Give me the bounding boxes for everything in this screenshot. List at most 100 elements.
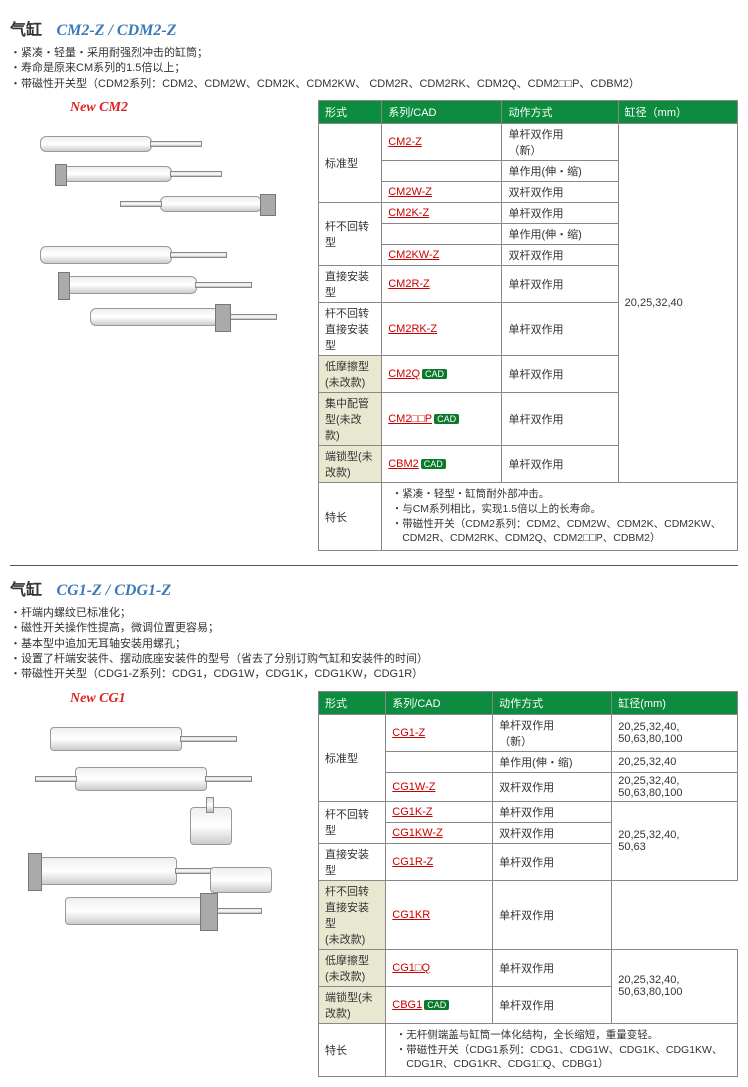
series-link[interactable]: CM2Q <box>388 368 420 380</box>
action-cell: 双杆双作用 <box>493 772 612 801</box>
action-cell: 单杆双作用 <box>502 203 618 224</box>
bullet-line: 带磁性开关型（CDG1-Z系列：CDG1，CDG1W，CDG1K，CDG1KW，… <box>10 667 738 682</box>
action-cell: 双杆双作用 <box>502 245 618 266</box>
series-cell: CG1K-Z <box>386 801 493 822</box>
series-cell: CM2QCAD <box>382 356 502 393</box>
table-row: 标准型CG1-Z单杆双作用 （新）20,25,32,40, 50,63,80,1… <box>319 714 738 751</box>
action-cell: 单杆双作用 <box>502 446 618 483</box>
s1-model: CM2-Z / CDM2-Z <box>56 22 176 39</box>
table-header: 系列/CAD <box>382 101 502 124</box>
series-cell: CM2□□PCAD <box>382 393 502 446</box>
series-link[interactable]: CG1□Q <box>392 962 430 974</box>
series-link[interactable]: CBG1 <box>392 999 422 1011</box>
feature-item: 与CM系列相比，实现1.5倍以上的长寿命。 <box>402 502 731 517</box>
features-row: 特长无杆侧端盖与缸筒一体化结构，全长缩短，重量变轻。带磁性开关（CDG1系列：C… <box>319 1023 738 1076</box>
bore-cell: 20,25,32,40, 50,63 <box>612 801 738 880</box>
series-cell: CG1W-Z <box>386 772 493 801</box>
s1-bullets: 紧凑・轻量・采用耐强烈冲击的缸筒；寿命是原来CM系列的1.5倍以上；带磁性开关型… <box>10 46 738 92</box>
series-cell: CG1KW-Z <box>386 822 493 843</box>
table-header: 动作方式 <box>493 691 612 714</box>
bullet-line: 寿命是原来CM系列的1.5倍以上； <box>10 61 738 76</box>
type-cell: 低摩擦型(未改款) <box>319 949 386 986</box>
bore-cell: 20,25,32,40, 50,63,80,100 <box>612 949 738 1023</box>
table-row: 杆不回转直接安装型 (未改款) CG1KR 单杆双作用 <box>319 880 738 949</box>
series-cell: CM2RK-Z <box>382 303 502 356</box>
action-cell: 单杆双作用 <box>493 986 612 1023</box>
series-link[interactable]: CM2W-Z <box>388 186 432 198</box>
cad-badge: CAD <box>424 1000 449 1010</box>
section2-title: 气缸 CG1-Z / CDG1-Z <box>10 576 738 600</box>
action-cell: 单杆双作用 <box>493 801 612 822</box>
action-cell: 双杆双作用 <box>502 182 618 203</box>
series-cell: CM2KW-Z <box>382 245 502 266</box>
s2-model: CG1-Z / CDG1-Z <box>56 582 171 599</box>
s1-prefix: 气缸 <box>10 22 42 39</box>
series-link[interactable]: CG1KR <box>392 909 430 921</box>
table-row: 标准型CM2-Z单杆双作用 （新）20,25,32,40 <box>319 124 738 161</box>
s1-cylinder-illustration <box>10 116 290 376</box>
type-cell: 杆不回转型 <box>319 203 382 266</box>
bullet-line: 紧凑・轻量・采用耐强烈冲击的缸筒； <box>10 46 738 61</box>
series-cell: CG1-Z <box>386 714 493 751</box>
type-cell: 标准型 <box>319 124 382 203</box>
type-cell: 低摩擦型(未改款) <box>319 356 382 393</box>
series-link[interactable]: CG1KW-Z <box>392 827 443 839</box>
action-cell: 单杆双作用 <box>493 880 612 949</box>
series-link[interactable]: CM2RK-Z <box>388 323 437 335</box>
type-cell: 标准型 <box>319 714 386 801</box>
series-cell: CM2W-Z <box>382 182 502 203</box>
feature-item: 带磁性开关（CDG1系列：CDG1、CDG1W、CDG1K、CDG1KW、CDG… <box>406 1043 731 1072</box>
series-link[interactable]: CG1R-Z <box>392 856 433 868</box>
table-header: 形式 <box>319 101 382 124</box>
action-cell: 单杆双作用 <box>502 356 618 393</box>
series-cell <box>382 161 502 182</box>
series-cell: CG1□Q <box>386 949 493 986</box>
feature-item: 无杆侧端盖与缸筒一体化结构，全长缩短，重量变轻。 <box>406 1028 731 1043</box>
series-link[interactable]: CG1W-Z <box>392 781 435 793</box>
table-header: 缸径(mm) <box>612 691 738 714</box>
s1-spec-table: 形式系列/CAD动作方式缸径（mm） 标准型CM2-Z单杆双作用 （新）20,2… <box>318 100 738 551</box>
table-header: 形式 <box>319 691 386 714</box>
features-row: 特长紧凑・轻型・缸筒耐外部冲击。与CM系列相比，实现1.5倍以上的长寿命。带磁性… <box>319 483 738 551</box>
cad-badge: CAD <box>434 414 459 424</box>
series-link[interactable]: CM2-Z <box>388 136 422 148</box>
table-header: 系列/CAD <box>386 691 493 714</box>
cad-badge: CAD <box>422 369 447 379</box>
feature-item: 紧凑・轻型・缸筒耐外部冲击。 <box>402 487 731 502</box>
series-link[interactable]: CM2K-Z <box>388 207 429 219</box>
table-row: 杆不回转型CG1K-Z单杆双作用20,25,32,40, 50,63 <box>319 801 738 822</box>
series-cell <box>382 224 502 245</box>
bullet-line: 基本型中追加无耳轴安装用螺孔； <box>10 637 738 652</box>
series-link[interactable]: CBM2 <box>388 458 419 470</box>
bullet-line: 杆端内螺纹已标准化； <box>10 606 738 621</box>
s2-image-col: New CG1 <box>10 691 318 967</box>
series-link[interactable]: CM2R-Z <box>388 278 430 290</box>
series-link[interactable]: CG1-Z <box>392 727 425 739</box>
feature-item: 带磁性开关（CDM2系列：CDM2、CDM2W、CDM2K、CDM2KW、CDM… <box>402 517 731 546</box>
type-cell: 杆不回转直接安装型 (未改款) <box>319 880 386 949</box>
series-link[interactable]: CM2KW-Z <box>388 249 439 261</box>
series-link[interactable]: CM2□□P <box>388 413 432 425</box>
bore-cell: 20,25,32,40, 50,63,80,100 <box>612 714 738 751</box>
s1-image-col: New CM2 <box>10 100 318 376</box>
action-cell: 双杆双作用 <box>493 822 612 843</box>
action-cell: 单杆双作用 <box>493 949 612 986</box>
s1-new-label: New CM2 <box>70 100 310 116</box>
s2-cylinder-illustration <box>10 707 290 967</box>
bore-cell: 20,25,32,40 <box>618 124 737 483</box>
series-cell: CM2K-Z <box>382 203 502 224</box>
type-cell: 直接安装型 <box>319 266 382 303</box>
bullet-line: 设置了杆端安装件、摆动底座安装件的型号（省去了分别订购气缸和安装件的时间） <box>10 652 738 667</box>
table-row: 低摩擦型(未改款)CG1□Q单杆双作用20,25,32,40, 50,63,80… <box>319 949 738 986</box>
series-cell: CBG1CAD <box>386 986 493 1023</box>
bullet-line: 带磁性开关型（CDM2系列：CDM2、CDM2W、CDM2K、CDM2KW、 C… <box>10 77 738 92</box>
s2-bullets: 杆端内螺纹已标准化；磁性开关操作性提高，微调位置更容易；基本型中追加无耳轴安装用… <box>10 606 738 683</box>
bore-cell: 20,25,32,40, 50,63,80,100 <box>612 772 738 801</box>
type-cell: 杆不回转直接安装型 <box>319 303 382 356</box>
action-cell: 单作用(伸・缩) <box>502 224 618 245</box>
section-divider <box>10 565 738 566</box>
series-link[interactable]: CG1K-Z <box>392 806 432 818</box>
action-cell: 单杆双作用 <box>502 393 618 446</box>
action-cell: 单作用(伸・缩) <box>493 751 612 772</box>
type-cell: 直接安装型 <box>319 843 386 880</box>
